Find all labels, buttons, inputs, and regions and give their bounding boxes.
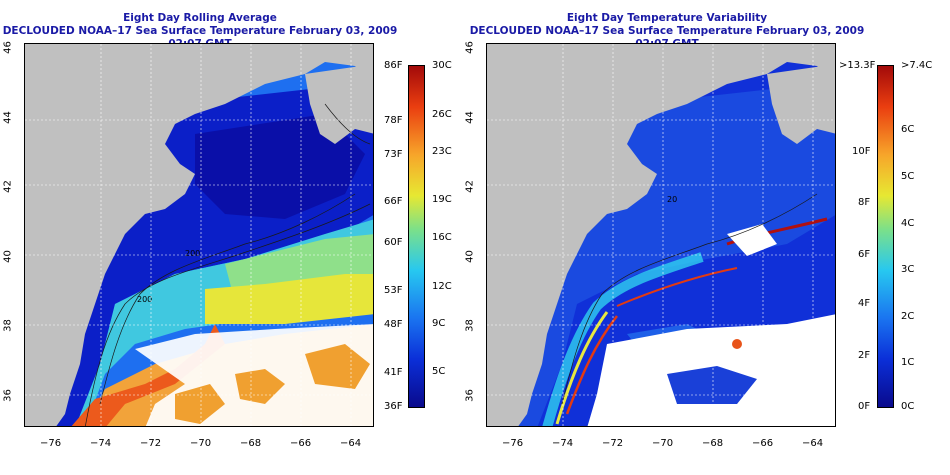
right-cb-f-5: 2F: [858, 350, 871, 361]
left-cb-f-0: 86F: [384, 60, 403, 71]
left-cb-f-6: 48F: [384, 319, 403, 330]
lat-lon-grid: [25, 44, 373, 426]
left-ytick-40: 40: [2, 250, 14, 263]
right-cb-c-3: 4C: [901, 218, 915, 229]
left-cb-f-2: 73F: [384, 149, 403, 160]
right-title: Eight Day Temperature Variability DECLOU…: [462, 12, 872, 51]
contour-200: [99, 193, 356, 405]
right-cloud-gap-1: [667, 366, 757, 404]
left-ytick-42: 42: [2, 180, 14, 193]
hotspot: [732, 339, 742, 349]
land-nova-scotia-right: [767, 64, 835, 144]
right-ytick-38: 38: [464, 319, 476, 332]
cold-core: [195, 114, 365, 219]
left-xtick-76: −76: [40, 438, 62, 449]
yellow-band: [205, 274, 373, 324]
left-cb-c-5: 12C: [432, 281, 452, 292]
right-ytick-36: 36: [464, 389, 476, 402]
right-title-line1: Eight Day Temperature Variability: [566, 12, 768, 24]
left-cb-c-2: 23C: [432, 146, 452, 157]
warm-patch-3: [175, 384, 225, 424]
right-cb-f-3: 6F: [858, 249, 871, 260]
right-cb-c-2: 5C: [901, 171, 915, 182]
left-colorbar: [408, 65, 425, 408]
right-cb-c-4: 3C: [901, 264, 915, 275]
left-xtick-70: −70: [190, 438, 212, 449]
left-cb-f-5: 53F: [384, 285, 403, 296]
right-ytick-46: 46: [464, 41, 476, 54]
contour-200-right: [561, 193, 818, 405]
right-xtick-74: −74: [552, 438, 574, 449]
left-cb-c-3: 19C: [432, 194, 452, 205]
left-cb-f-1: 78F: [384, 115, 403, 126]
left-cb-c-7: 5C: [432, 366, 446, 377]
right-xtick-76: −76: [502, 438, 524, 449]
right-xtick-72: −72: [602, 438, 624, 449]
right-xtick-70: −70: [652, 438, 674, 449]
right-map: 20: [486, 43, 836, 427]
left-cb-f-4: 60F: [384, 237, 403, 248]
warm-patch-1: [235, 369, 285, 404]
right-cb-c-1: 6C: [901, 124, 915, 135]
contour-gulf: [324, 103, 371, 145]
left-cb-f-8: 36F: [384, 401, 403, 412]
slope-variability-band: [542, 252, 704, 426]
left-cb-f-3: 66F: [384, 196, 403, 207]
left-xtick-74: −74: [90, 438, 112, 449]
land-nova-scotia: [305, 64, 373, 144]
right-xtick-68: −68: [702, 438, 724, 449]
right-cb-c-6: 1C: [901, 357, 915, 368]
front-red-1: [565, 315, 618, 415]
right-cb-f-0: >13.3F: [839, 60, 876, 71]
left-ytick-44: 44: [2, 111, 14, 124]
left-xtick-66: −66: [290, 438, 312, 449]
land-us-coast-right: [487, 44, 835, 426]
right-cb-c-5: 2C: [901, 311, 915, 322]
left-cb-c-4: 16C: [432, 232, 452, 243]
cloud-patch-small: [727, 224, 777, 256]
right-map-svg: 20: [487, 44, 835, 426]
right-colorbar: [877, 65, 894, 408]
contour-label-2: 200: [185, 249, 200, 258]
left-ytick-36: 36: [2, 389, 14, 402]
left-xtick-72: −72: [140, 438, 162, 449]
left-cb-c-0: 30C: [432, 60, 452, 71]
left-ytick-46: 46: [2, 41, 14, 54]
land-us-coast: [25, 44, 373, 426]
right-ytick-42: 42: [464, 180, 476, 193]
left-map: 200 200: [24, 43, 374, 427]
right-cb-c-0: >7.4C: [901, 60, 933, 71]
right-ytick-44: 44: [464, 111, 476, 124]
left-cb-c-1: 26C: [432, 109, 452, 120]
left-cb-c-6: 9C: [432, 318, 446, 329]
right-cb-f-6: 0F: [858, 401, 871, 412]
lat-lon-grid-right: [487, 44, 835, 426]
right-cb-f-4: 4F: [858, 298, 871, 309]
right-ytick-40: 40: [464, 250, 476, 263]
right-xtick-66: −66: [752, 438, 774, 449]
front-red-2: [616, 267, 738, 307]
left-ytick-38: 38: [2, 319, 14, 332]
right-cb-f-1: 10F: [852, 146, 871, 157]
left-xtick-68: −68: [240, 438, 262, 449]
right-cb-c-7: 0C: [901, 401, 915, 412]
left-title-line1: Eight Day Rolling Average: [123, 12, 277, 24]
right-xtick-64: −64: [802, 438, 824, 449]
contour-label-1: 200: [137, 295, 152, 304]
right-cb-f-2: 8F: [858, 197, 871, 208]
left-cb-f-7: 41F: [384, 367, 403, 378]
slope-yellow: [555, 311, 609, 425]
left-xtick-64: −64: [340, 438, 362, 449]
contour-label-right: 20: [667, 195, 677, 204]
gulf-stream-core: [71, 324, 225, 426]
left-map-svg: 200 200: [25, 44, 373, 426]
warm-patch-2: [305, 344, 370, 389]
